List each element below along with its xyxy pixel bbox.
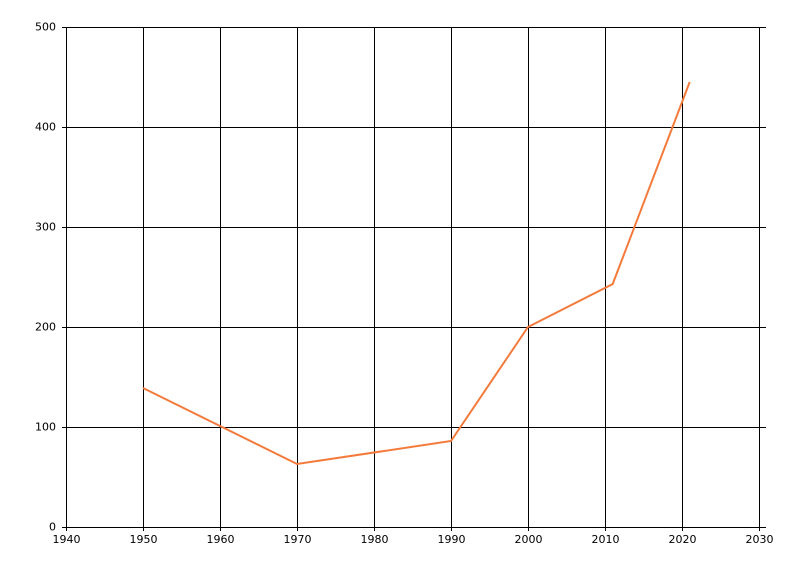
- x-tick-label: 1950: [130, 533, 158, 546]
- y-tick-label: 400: [35, 121, 56, 134]
- y-tick-label: 300: [35, 221, 56, 234]
- x-tick-label: 1940: [53, 533, 81, 546]
- x-tick-label: 2030: [746, 533, 774, 546]
- y-tick-label: 200: [35, 321, 56, 334]
- y-tick-label: 100: [35, 421, 56, 434]
- y-tick-label: 0: [49, 521, 56, 534]
- x-tick-label: 1970: [284, 533, 312, 546]
- x-tick-label: 1980: [361, 533, 389, 546]
- data-line: [142, 81, 691, 466]
- y-tick-label: 500: [35, 21, 56, 34]
- x-tick-label: 2020: [669, 533, 697, 546]
- x-tick-label: 1960: [207, 533, 235, 546]
- x-tick-label: 2010: [592, 533, 620, 546]
- x-tick-label: 1990: [438, 533, 466, 546]
- x-tick-label: 2000: [515, 533, 543, 546]
